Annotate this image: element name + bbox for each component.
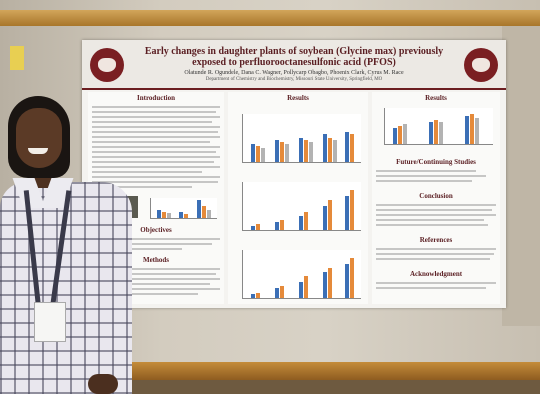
- poster-affiliation: Department of Chemistry and Biochemistry…: [205, 77, 383, 82]
- poster-title: Early changes in daughter plants of soyb…: [144, 46, 444, 68]
- name-badge: [34, 302, 66, 342]
- poster-header: Early changes in daughter plants of soyb…: [82, 40, 506, 88]
- poster-authors: Olatunde R. Ogundele, Dana C. Wagner, Po…: [184, 70, 404, 76]
- sticky-note: [10, 46, 24, 70]
- methods-heading: Methods: [142, 256, 170, 264]
- smile: [28, 148, 48, 154]
- results-heading-middle: Results: [287, 94, 309, 102]
- results-chart-1: [242, 114, 361, 163]
- board-frame-right: [502, 26, 540, 326]
- board-frame-bottom: [90, 362, 540, 380]
- references-heading: References: [419, 236, 453, 244]
- university-seal-left: [90, 48, 124, 82]
- results-chart-4: [384, 108, 493, 145]
- floor: [0, 380, 540, 394]
- objectives-heading: Objectives: [140, 226, 172, 234]
- university-seal-right: [464, 48, 498, 82]
- board-frame-top: [0, 10, 540, 26]
- introduction-heading: Introduction: [137, 94, 175, 102]
- poster-column-right: Results Future/Continuing Studies Conclu…: [372, 92, 500, 304]
- results-heading-right: Results: [425, 94, 447, 102]
- research-poster: Early changes in daughter plants of soyb…: [82, 40, 506, 308]
- hand: [88, 374, 118, 394]
- presenter-person: [0, 90, 140, 394]
- header-divider: [82, 88, 506, 90]
- conclusion-heading: Conclusion: [419, 192, 453, 200]
- intro-chart: [150, 198, 217, 219]
- results-chart-2: [242, 182, 361, 231]
- acknowledgment-heading: Acknowledgment: [409, 270, 463, 278]
- poster-column-middle: Results: [228, 92, 368, 304]
- future-studies-heading: Future/Continuing Studies: [396, 158, 476, 166]
- face: [16, 108, 62, 168]
- results-chart-3: [242, 250, 361, 299]
